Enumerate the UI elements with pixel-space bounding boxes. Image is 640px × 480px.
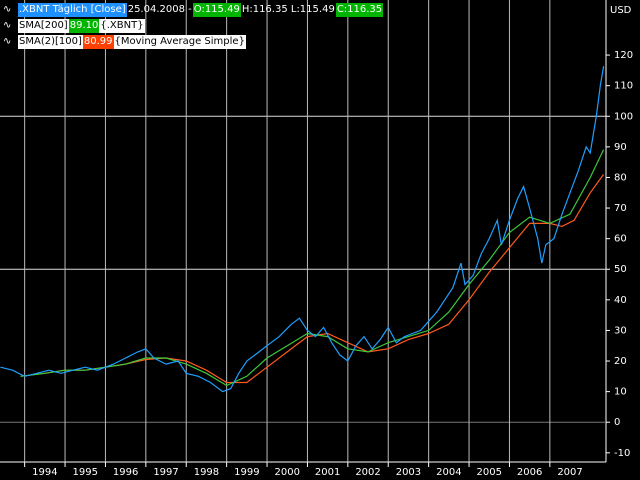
y-tick-label: 0 [614, 417, 620, 428]
x-tick-label: 2005 [477, 467, 502, 478]
y-tick-label: 60 [614, 234, 627, 245]
x-tick-label: 2004 [436, 467, 461, 478]
sma200-value: 89.10 [68, 18, 100, 33]
series-line [20, 174, 605, 384]
y-tick-label: 100 [614, 111, 633, 122]
y-unit: USD [610, 5, 632, 16]
sma100-row: ∿ SMA(2)[100] 80.99 {Moving Average Simp… [2, 34, 246, 49]
high-low: H:116.35 L:115.49 [241, 3, 335, 15]
y-tick-label: 70 [614, 203, 627, 214]
y-tick-label: 10 [614, 387, 627, 398]
sma200-name[interactable]: SMA[200] [18, 18, 69, 33]
x-tick-label: 1999 [234, 467, 259, 478]
y-tick-label: 20 [614, 356, 627, 367]
close: C:116.35 [335, 2, 384, 17]
sma100-name[interactable]: SMA(2)[100] [18, 34, 83, 49]
sma200-row: ∿ SMA[200] 89.10 {.XBNT} [2, 18, 145, 33]
date: 25.04.2008 - [127, 3, 192, 15]
sma100-value: 80.99 [82, 34, 114, 49]
x-tick-label: 2002 [355, 467, 380, 478]
y-tick-label: 40 [614, 295, 627, 306]
y-tick-label: 30 [614, 325, 627, 336]
x-tick-label: 1997 [153, 467, 178, 478]
series-line [0, 66, 605, 393]
series-line [20, 149, 605, 387]
y-tick-label: -10 [614, 448, 630, 459]
x-tick-label: 1998 [194, 467, 219, 478]
y-tick-label: 80 [614, 172, 627, 183]
y-tick-label: 90 [614, 142, 627, 153]
x-tick-label: 1994 [32, 467, 57, 478]
x-tick-label: 1996 [113, 467, 138, 478]
icon: ∿ [3, 35, 12, 47]
open: O:115.49 [192, 2, 241, 17]
sma100-source: {Moving Average Simple} [113, 34, 246, 49]
icon: ∿ [3, 19, 12, 31]
x-tick-label: 2006 [517, 467, 542, 478]
sma200-source: {.XBNT} [99, 18, 145, 33]
header-row: ∿ .XBNT Täglich [Close] 25.04.2008 - O:1… [2, 2, 384, 17]
x-tick-label: 1995 [73, 467, 98, 478]
x-tick-label: 2001 [315, 467, 340, 478]
symbol[interactable]: .XBNT Täglich [Close] [18, 2, 127, 17]
x-tick-label: 2000 [275, 467, 300, 478]
x-tick-label: 2003 [396, 467, 421, 478]
y-tick-label: 110 [614, 81, 633, 92]
icon: ∿ [3, 3, 12, 15]
y-tick-label: 50 [614, 264, 627, 275]
x-tick-label: 2007 [557, 467, 582, 478]
y-tick-label: 120 [614, 50, 633, 61]
